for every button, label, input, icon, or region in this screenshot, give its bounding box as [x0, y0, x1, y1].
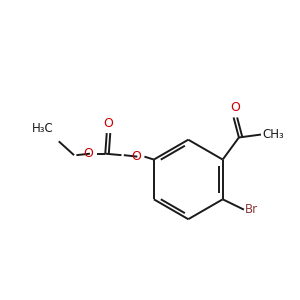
- Text: Br: Br: [245, 203, 259, 216]
- Text: H₃C: H₃C: [32, 122, 53, 135]
- Text: O: O: [103, 116, 113, 130]
- Text: O: O: [84, 147, 94, 160]
- Text: CH₃: CH₃: [262, 128, 284, 141]
- Text: O: O: [230, 101, 240, 114]
- Text: O: O: [131, 149, 141, 163]
